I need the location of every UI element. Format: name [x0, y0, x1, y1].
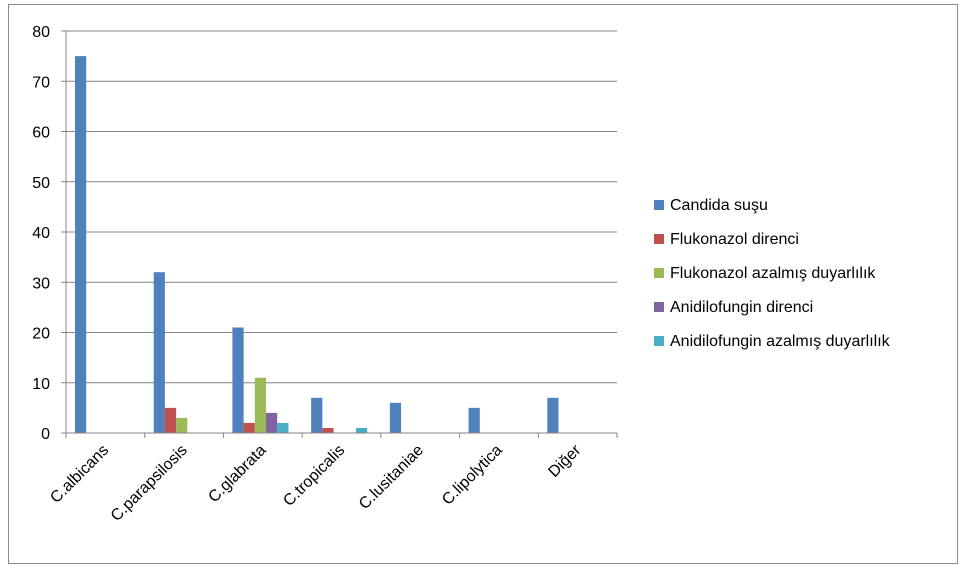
bar: [164, 407, 177, 433]
legend-label: Anidilofungin azalmış duyarlılık: [670, 333, 891, 350]
legend-swatch: [654, 302, 664, 312]
legend-swatch: [654, 336, 664, 346]
y-axis-ticks: 0 10 20 30 40 50 60 70 80: [32, 24, 66, 443]
bar: [176, 417, 188, 433]
x-tick-label: C.lipolytica: [439, 442, 506, 509]
legend-swatch: [654, 234, 664, 244]
y-tick-label: 0: [41, 426, 50, 443]
x-tick-label: C.albicans: [47, 442, 112, 507]
gridlines: [66, 30, 617, 384]
y-tick-label: 80: [32, 24, 50, 41]
y-tick-label: 20: [32, 326, 50, 343]
chart-frame: [8, 4, 958, 564]
x-tick-label: C.glabrata: [205, 442, 269, 506]
legend-label: Candida suşu: [670, 197, 768, 214]
bar: [277, 422, 289, 433]
axes: [65, 31, 618, 438]
legend-label: Flukonazol azalmış duyarlılık: [670, 265, 876, 282]
y-tick-label: 60: [32, 125, 50, 142]
bar: [232, 327, 244, 433]
bars: [75, 56, 559, 433]
bar: [311, 397, 323, 433]
bar: [266, 412, 278, 433]
x-tick-label: C.parapsilosis: [108, 442, 191, 525]
bar: [468, 407, 480, 433]
y-tick-label: 50: [32, 175, 50, 192]
bar: [254, 377, 267, 433]
bar: [389, 402, 402, 433]
x-tick-label: Diğer: [545, 441, 585, 481]
legend-label: Flukonazol direnci: [670, 231, 799, 248]
y-tick-label: 30: [32, 275, 50, 292]
legend-swatch: [654, 268, 664, 278]
bar: [75, 56, 87, 433]
y-tick-label: 40: [32, 225, 50, 242]
bar: [243, 422, 255, 433]
y-tick-label: 70: [32, 74, 50, 91]
x-tick-label: C.lusitaniae: [356, 442, 427, 513]
bar: [355, 427, 368, 433]
x-tick-label: C.tropicalis: [280, 442, 348, 510]
legend-label: Anidilofungin direnci: [670, 299, 813, 316]
bar: [322, 427, 334, 433]
bar: [153, 272, 165, 433]
legend-swatch: [654, 200, 664, 210]
y-tick-label: 10: [32, 376, 50, 393]
bar: [547, 397, 559, 433]
legend: Candida suşu Flukonazol direnci Flukonazol…: [654, 197, 891, 350]
